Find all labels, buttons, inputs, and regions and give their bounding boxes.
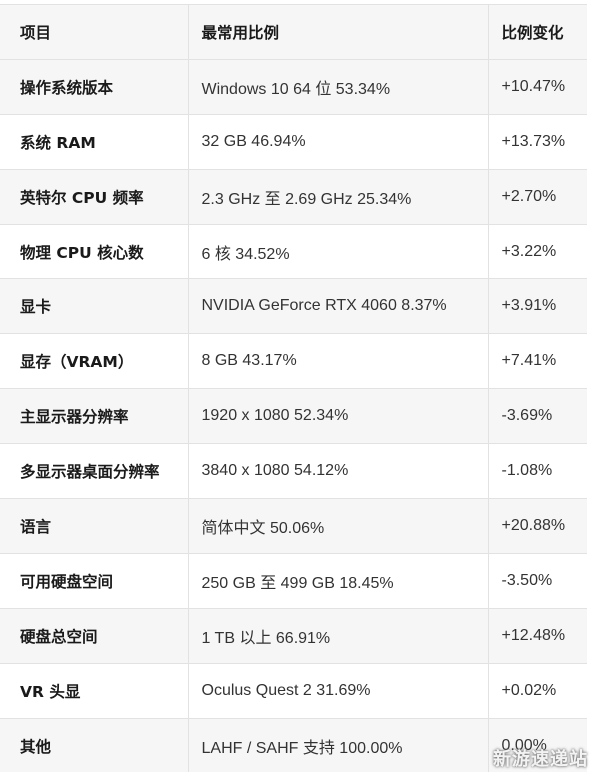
header-ratio-change: 比例变化 (487, 4, 587, 60)
header-item: 项目 (0, 4, 188, 60)
hardware-stats-table: 项目 最常用比例 比例变化 操作系统版本 Windows 10 64 位 53.3… (0, 4, 587, 773)
row-change-cell: -1.08% (487, 443, 587, 499)
row-item-cell: 显卡 (0, 278, 188, 334)
table-header-row: 项目 最常用比例 比例变化 (0, 4, 587, 60)
row-item-cell: 主显示器分辨率 (0, 388, 188, 444)
stats-table-container: 项目 最常用比例 比例变化 操作系统版本 Windows 10 64 位 53.3… (0, 4, 587, 773)
header-most-common-ratio: 最常用比例 (187, 4, 488, 60)
row-value-cell: 1 TB 以上 66.91% (187, 607, 488, 664)
row-value-cell: NVIDIA GeForce RTX 4060 8.37% (187, 278, 488, 334)
row-change-cell: -3.50% (487, 552, 587, 609)
table-row: 显存（VRAM） 8 GB 43.17% +7.41% (0, 333, 587, 389)
row-item-cell: 显存（VRAM） (0, 333, 188, 389)
row-value-cell: LAHF / SAHF 支持 100.00% (187, 717, 488, 773)
row-change-cell: +13.73% (487, 113, 587, 170)
row-item-cell: 多显示器桌面分辨率 (0, 443, 188, 499)
table-row: 主显示器分辨率 1920 x 1080 52.34% -3.69% (0, 388, 587, 444)
table-row: 硬盘总空间 1 TB 以上 66.91% +12.48% (0, 607, 587, 664)
row-item-cell: 语言 (0, 498, 188, 554)
row-value-cell: Oculus Quest 2 31.69% (187, 662, 488, 719)
row-change-cell: +10.47% (487, 58, 587, 115)
table-row: 可用硬盘空间 250 GB 至 499 GB 18.45% -3.50% (0, 552, 587, 609)
row-item-cell: 操作系统版本 (0, 58, 188, 115)
row-value-cell: 3840 x 1080 54.12% (187, 443, 488, 499)
row-item-cell: 英特尔 CPU 频率 (0, 168, 188, 225)
row-item-cell: 其他 (0, 717, 188, 773)
table-row: 其他 LAHF / SAHF 支持 100.00% 0.00% (0, 717, 587, 773)
row-value-cell: 250 GB 至 499 GB 18.45% (187, 552, 488, 609)
row-change-cell: +3.22% (487, 223, 587, 279)
row-change-cell: +20.88% (487, 498, 587, 554)
row-item-cell: 系统 RAM (0, 113, 188, 170)
row-change-cell: +0.02% (487, 662, 587, 719)
table-row: 系统 RAM 32 GB 46.94% +13.73% (0, 113, 587, 170)
row-item-cell: 硬盘总空间 (0, 607, 188, 664)
table-row: 英特尔 CPU 频率 2.3 GHz 至 2.69 GHz 25.34% +2.70… (0, 168, 587, 225)
row-value-cell: Windows 10 64 位 53.34% (187, 58, 488, 115)
row-change-cell: -3.69% (487, 388, 587, 444)
table-row: 显卡 NVIDIA GeForce RTX 4060 8.37% +3.91% (0, 278, 587, 334)
row-value-cell: 8 GB 43.17% (187, 333, 488, 389)
row-value-cell: 2.3 GHz 至 2.69 GHz 25.34% (187, 168, 488, 225)
row-value-cell: 32 GB 46.94% (187, 113, 488, 170)
row-item-cell: VR 头显 (0, 662, 188, 719)
row-change-cell: +12.48% (487, 607, 587, 664)
row-value-cell: 6 核 34.52% (187, 223, 488, 279)
row-item-cell: 可用硬盘空间 (0, 552, 188, 609)
table-row: 多显示器桌面分辨率 3840 x 1080 54.12% -1.08% (0, 443, 587, 499)
table-row: 操作系统版本 Windows 10 64 位 53.34% +10.47% (0, 58, 587, 115)
row-change-cell: +7.41% (487, 333, 587, 389)
row-item-cell: 物理 CPU 核心数 (0, 223, 188, 279)
row-change-cell: +2.70% (487, 168, 587, 225)
watermark-logo: 新游速递站 (493, 749, 588, 770)
table-row: 语言 简体中文 50.06% +20.88% (0, 498, 587, 554)
table-row: VR 头显 Oculus Quest 2 31.69% +0.02% (0, 662, 587, 719)
row-value-cell: 1920 x 1080 52.34% (187, 388, 488, 444)
row-value-cell: 简体中文 50.06% (187, 498, 488, 554)
row-change-cell: +3.91% (487, 278, 587, 334)
table-row: 物理 CPU 核心数 6 核 34.52% +3.22% (0, 223, 587, 279)
row-change-cell: 0.00% (487, 717, 587, 773)
